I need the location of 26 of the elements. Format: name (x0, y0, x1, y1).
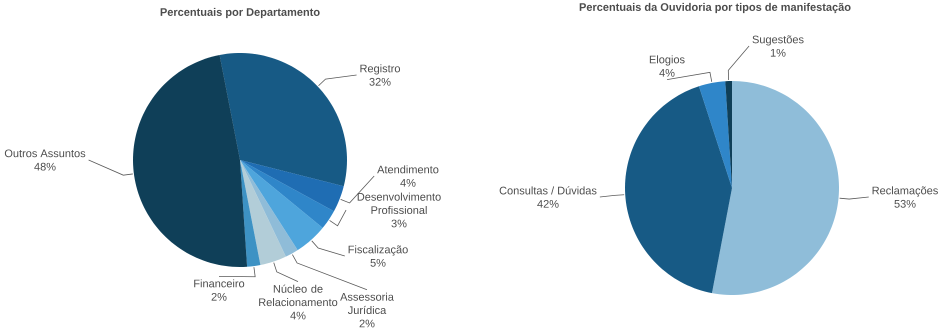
data-label: 4% (290, 312, 306, 320)
slice-label: Financeiro (194, 279, 244, 288)
slice-label: Registro (360, 64, 400, 75)
slice-label: Assessoria Jurídica (340, 292, 394, 314)
data-label: 4% (659, 68, 675, 77)
slice-label: Outros Assuntos (4, 149, 86, 158)
slice-label: Desenvolvimento Profissional (358, 192, 441, 214)
data-label: 42% (537, 200, 559, 208)
slice-label: Consultas / Dúvidas (500, 186, 596, 194)
data-label: 48% (34, 162, 56, 171)
slice-label: Fiscalização (348, 245, 408, 256)
data-label: 5% (370, 258, 386, 267)
data-label: 2% (212, 292, 227, 301)
slice-label: Sugestões (752, 35, 804, 46)
data-label: 4% (400, 178, 416, 187)
slice-label: Reclamações (872, 186, 938, 197)
data-label: 3% (391, 220, 407, 228)
chart-title: Percentuais por Departamento (160, 8, 320, 18)
data-label: 32% (369, 78, 391, 86)
data-label: 2% (360, 320, 375, 328)
slice-label: Elogios (650, 55, 685, 66)
slice-label: Atendimento (377, 165, 438, 174)
chart-title: Percentuais da Ouvidoria por tipos de manifestação (580, 2, 851, 14)
data-label: 1% (770, 48, 786, 57)
data-label: 53% (894, 200, 916, 208)
slice-label: Núcleo de Relacionamento (259, 284, 338, 306)
